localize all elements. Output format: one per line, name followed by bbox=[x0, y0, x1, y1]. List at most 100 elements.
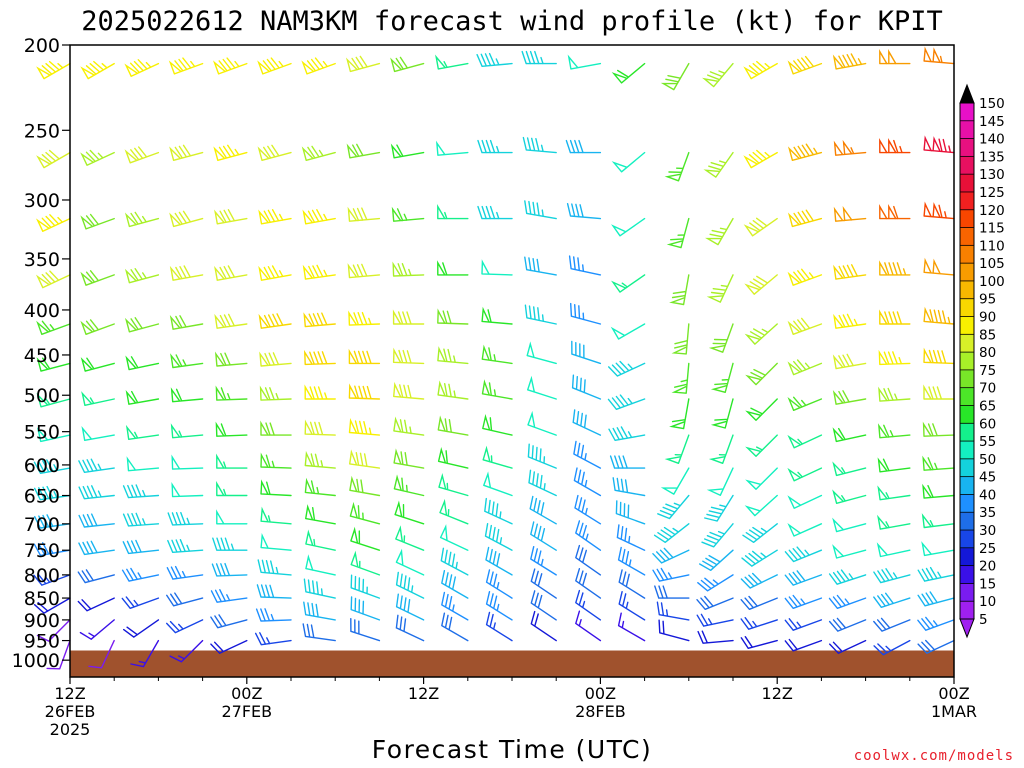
wind-barb bbox=[743, 60, 778, 80]
colorbar-band bbox=[960, 441, 974, 460]
colorbar-band bbox=[960, 476, 974, 495]
wind-barb bbox=[215, 421, 248, 437]
wind-barb bbox=[170, 353, 204, 369]
wind-barb bbox=[170, 423, 204, 439]
wind-barb bbox=[390, 143, 425, 159]
y-tick-label: 400 bbox=[24, 300, 60, 322]
wind-barb bbox=[832, 517, 867, 533]
y-tick-label: 950 bbox=[24, 631, 60, 653]
wind-barb bbox=[302, 209, 336, 225]
wind-barb bbox=[697, 630, 734, 644]
wind-barb bbox=[710, 362, 734, 393]
plot-background bbox=[70, 45, 954, 677]
wind-barb bbox=[393, 448, 425, 469]
wind-barb bbox=[349, 475, 381, 497]
wind-barb bbox=[657, 494, 690, 520]
wind-barb bbox=[121, 567, 160, 582]
wind-barb bbox=[568, 255, 602, 276]
wind-barb bbox=[611, 274, 646, 293]
wind-barb bbox=[787, 396, 823, 411]
colorbar-band bbox=[960, 565, 974, 584]
x-tick-label: 00Z bbox=[231, 684, 262, 703]
wind-barb bbox=[125, 424, 160, 440]
colorbar-tick-label: 135 bbox=[979, 149, 1005, 165]
wind-barb bbox=[664, 434, 690, 464]
wind-barb bbox=[873, 592, 911, 608]
wind-barb bbox=[216, 453, 248, 469]
wind-barb bbox=[345, 55, 381, 73]
wind-barb bbox=[79, 619, 115, 640]
wind-barb bbox=[742, 523, 778, 543]
y-tick-label: 900 bbox=[24, 610, 60, 632]
wind-barb bbox=[350, 526, 381, 551]
wind-barb bbox=[530, 610, 557, 642]
wind-barb bbox=[212, 537, 248, 551]
x-tick-label: 12Z bbox=[762, 684, 793, 703]
wind-barb bbox=[350, 574, 381, 599]
wind-barb bbox=[571, 340, 602, 365]
wind-barb bbox=[81, 391, 115, 406]
wind-barb bbox=[575, 589, 602, 621]
wind-barb bbox=[437, 204, 469, 220]
colorbar-tick-label: 125 bbox=[979, 185, 1005, 201]
wind-barb bbox=[745, 467, 778, 490]
wind-barb bbox=[476, 52, 513, 67]
wind-barb bbox=[260, 479, 292, 497]
wind-barb bbox=[832, 544, 867, 559]
wind-barb bbox=[216, 480, 248, 497]
x-tick-label: 12Z bbox=[54, 684, 85, 703]
wind-barb bbox=[876, 542, 911, 558]
wind-barb bbox=[485, 611, 513, 642]
wind-barb bbox=[787, 434, 823, 449]
colorbar-min-arrow bbox=[959, 618, 975, 639]
wind-barb bbox=[259, 385, 292, 401]
colorbar-band bbox=[960, 530, 974, 549]
wind-barb bbox=[706, 274, 734, 303]
wind-barb bbox=[923, 135, 955, 154]
colorbar-band bbox=[960, 316, 974, 335]
wind-barb bbox=[36, 427, 71, 443]
wind-barb bbox=[617, 612, 646, 642]
x-tick-label: 27FEB bbox=[221, 702, 272, 721]
wind-barb bbox=[611, 217, 646, 237]
wind-barb bbox=[392, 261, 425, 277]
colorbar-band bbox=[960, 352, 974, 371]
wind-barb bbox=[166, 619, 204, 634]
wind-barb bbox=[917, 591, 955, 607]
wind-barb bbox=[80, 60, 115, 80]
wind-barb bbox=[394, 500, 425, 525]
y-tick-label: 650 bbox=[24, 486, 60, 508]
wind-barb bbox=[36, 357, 71, 372]
wind-barb bbox=[921, 513, 955, 529]
wind-barb bbox=[347, 263, 381, 279]
wind-barb bbox=[704, 494, 734, 522]
wind-barb bbox=[653, 523, 690, 543]
wind-barb bbox=[77, 597, 115, 612]
wind-barb bbox=[438, 473, 469, 497]
wind-barb bbox=[437, 346, 469, 365]
wind-barb bbox=[917, 616, 955, 631]
wind-barb bbox=[260, 452, 292, 469]
wind-barb bbox=[80, 213, 115, 230]
colorbar-band bbox=[960, 120, 974, 139]
wind-barb bbox=[611, 151, 646, 173]
wind-barb bbox=[787, 209, 823, 228]
wind-barb bbox=[572, 409, 602, 436]
colorbar-band bbox=[960, 298, 974, 317]
wind-barb bbox=[703, 151, 734, 178]
colorbar-tick-label: 70 bbox=[979, 381, 996, 397]
wind-barb bbox=[33, 597, 71, 614]
x-tick-label: 00Z bbox=[938, 684, 969, 703]
wind-barb bbox=[784, 570, 823, 586]
wind-barb bbox=[710, 398, 734, 429]
wind-barb bbox=[573, 440, 602, 469]
wind-barb bbox=[304, 349, 336, 366]
colorbar-tick-label: 45 bbox=[979, 470, 996, 486]
wind-barb bbox=[743, 217, 778, 237]
wind-barb bbox=[258, 209, 292, 225]
wind-barb bbox=[832, 53, 867, 70]
wind-barb bbox=[527, 443, 557, 469]
colorbar-tick-label: 65 bbox=[979, 398, 996, 414]
wind-barb bbox=[481, 306, 513, 325]
wind-barb bbox=[392, 347, 425, 365]
